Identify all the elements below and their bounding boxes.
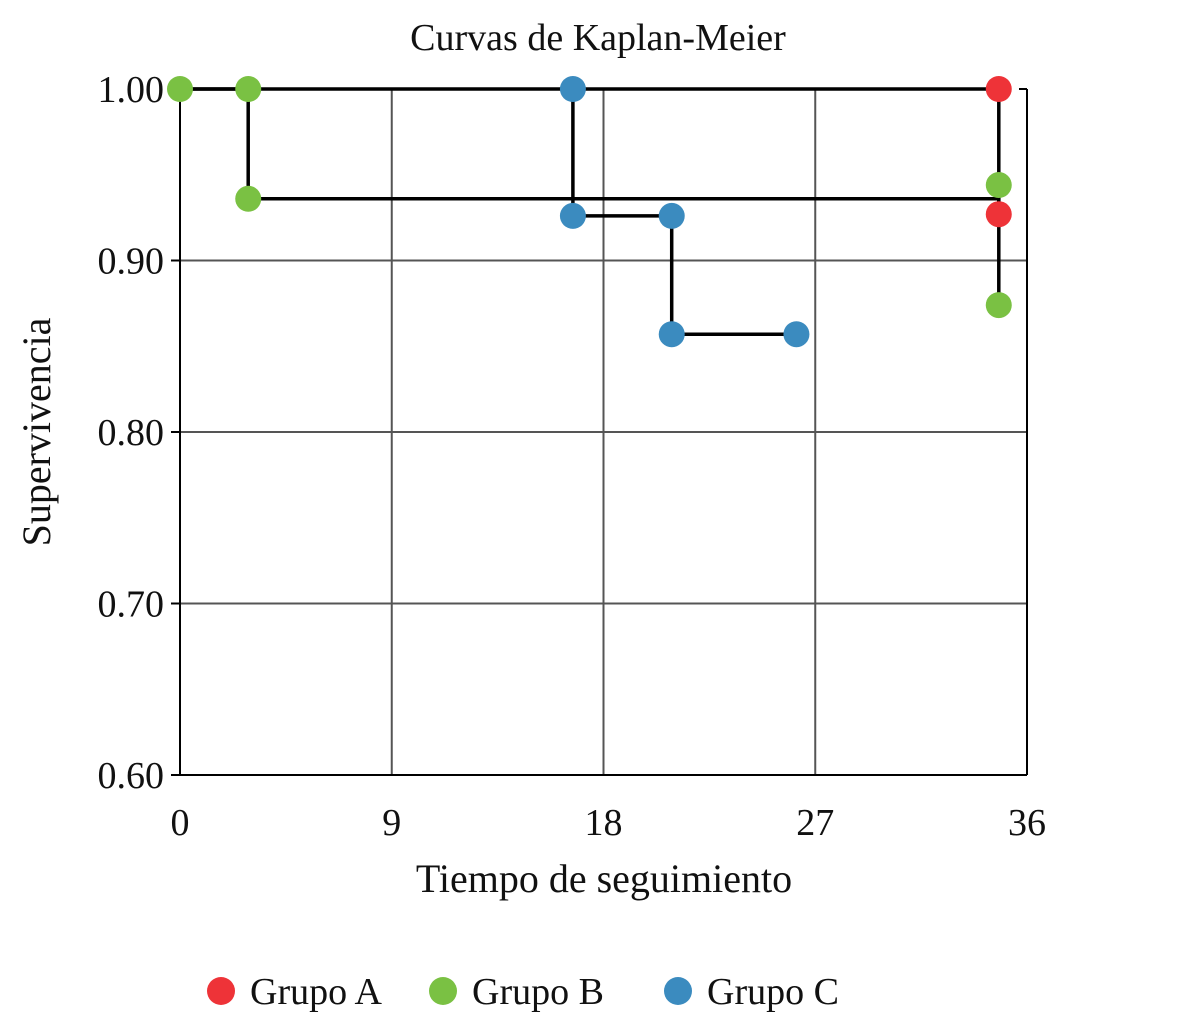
x-tick-label: 27 [796,802,834,844]
plot-frame [171,88,1028,776]
data-point-2 [985,292,1012,319]
x-tick-label: 9 [382,802,401,844]
survival-curve-2 [180,87,1001,306]
data-point-1 [985,76,1012,102]
data-point-2 [167,76,193,102]
survival-curve-1 [180,87,1001,215]
legend-label: Grupo B [472,971,604,1013]
data-point-2 [985,172,1012,199]
legend-label: Grupo A [250,971,383,1013]
legend-marker [429,977,457,1005]
data-point-2 [235,76,262,102]
y-tick-label: 1.00 [98,69,165,111]
data-point-2 [235,185,262,212]
legend: Grupo A Grupo B Grupo C [207,971,839,1013]
y-tick-label: 0.80 [98,412,165,454]
chart-title: Curvas de Kaplan-Meier [410,17,786,59]
survival-curve-3 [571,89,797,336]
x-tick-label: 18 [585,802,623,844]
data-point-3 [559,202,586,229]
survival-curves [180,87,1001,336]
legend-label: Grupo C [707,971,839,1013]
data-point-3 [658,321,685,348]
data-point-1 [985,201,1012,228]
legend-marker [207,977,235,1005]
data-points [167,76,1012,348]
data-point-3 [783,321,810,348]
x-tick-label: 0 [171,802,190,844]
legend-marker [664,977,692,1005]
y-tick-label: 0.60 [98,755,165,797]
gridlines [180,89,1027,775]
y-tick-label: 0.70 [98,584,165,626]
data-point-3 [658,202,685,229]
x-tick-label: 36 [1008,802,1046,844]
x-axis-label: Tiempo de seguimiento [416,856,792,901]
tick-labels: 0 9 18 27 36 0.60 0.70 0.80 0.90 1.00 [98,69,1047,844]
y-axis-label: Supervivencia [14,317,59,546]
y-tick-label: 0.90 [98,241,165,283]
data-point-3 [559,76,586,102]
